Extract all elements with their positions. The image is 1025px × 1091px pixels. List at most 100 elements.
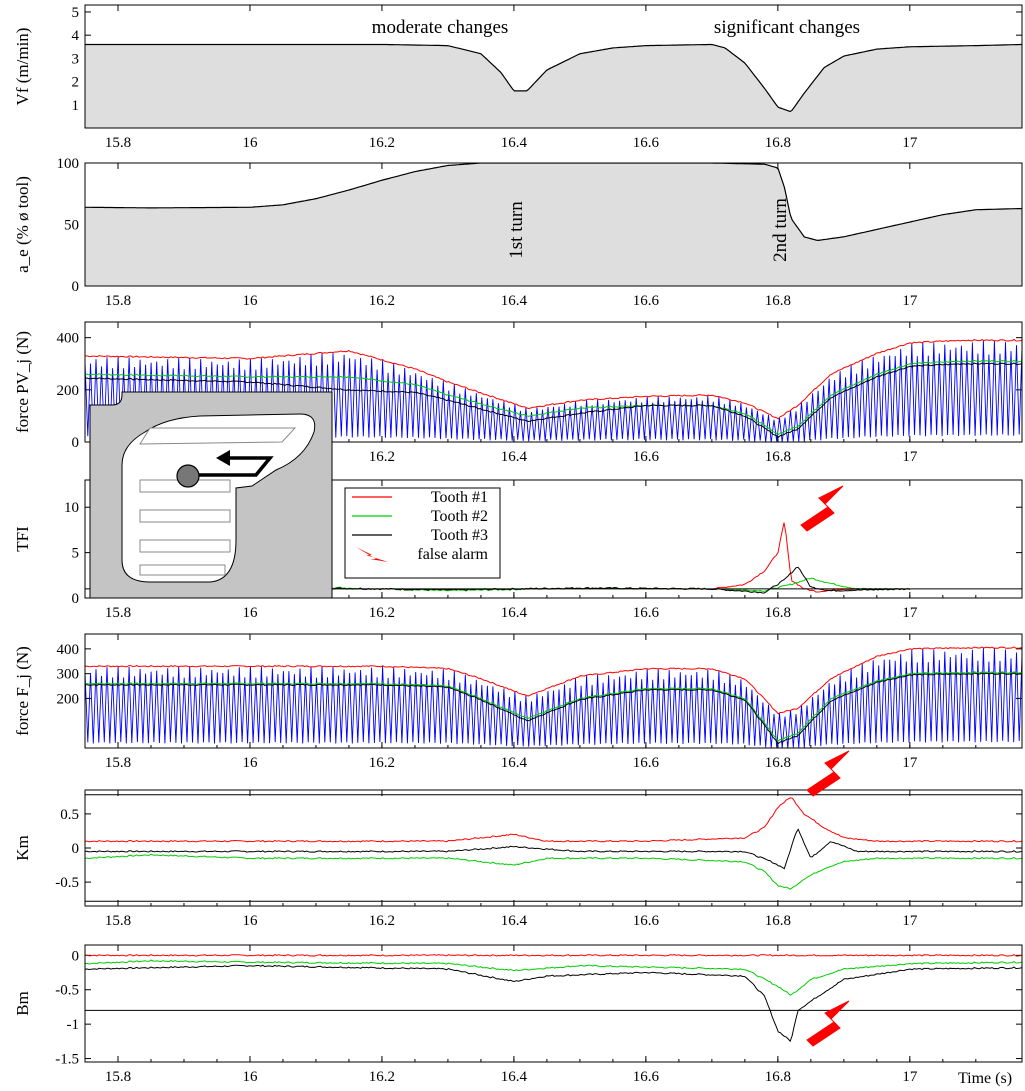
- x-tick-label: 16.4: [501, 755, 528, 771]
- plot-area: [85, 954, 1022, 1043]
- false-alarm-icon: [806, 750, 850, 797]
- x-tick-label: 16.6: [633, 755, 660, 771]
- x-tick-label: 15.8: [105, 755, 131, 771]
- x-tick-label: 15.8: [105, 135, 131, 151]
- x-tick-label: 16.8: [765, 1069, 791, 1085]
- y-tick-label: 5: [72, 5, 80, 21]
- x-tick-label: 17: [902, 135, 918, 151]
- x-tick-label: 16.4: [501, 449, 528, 465]
- x-tick-label: 17: [902, 913, 918, 929]
- plot-area: [85, 338, 1022, 442]
- y-tick-label: 1: [72, 98, 80, 114]
- x-tick-label: 16.2: [369, 605, 395, 621]
- y-tick-label: 3: [72, 51, 80, 67]
- plot-area: [85, 646, 1022, 748]
- y-axis-label: a_e (% ø tool): [13, 176, 32, 273]
- y-tick-label: -0.5: [55, 875, 79, 891]
- x-tick-label: 17: [902, 1069, 918, 1085]
- legend-item-label: Tooth #2: [431, 508, 488, 525]
- x-tick-label: 16.4: [501, 913, 528, 929]
- area-line: [85, 163, 1022, 242]
- x-tick-label: 15.8: [105, 913, 131, 929]
- x-tick-label: 16.4: [501, 135, 528, 151]
- y-tick-label: 0: [72, 279, 80, 295]
- y-tick-label: 50: [64, 218, 79, 234]
- x-tick-label: 16: [242, 1069, 258, 1085]
- inset-slot: [139, 539, 231, 553]
- series-tooth-1: [85, 797, 1022, 843]
- x-tick-label: 16.8: [765, 135, 791, 151]
- series-tooth-2: [85, 671, 1022, 742]
- y-tick-label: 0: [72, 591, 80, 607]
- plot-frame: [84, 789, 1023, 907]
- toolpath-arrow-line: [188, 456, 274, 477]
- series-tooth-3: [85, 964, 1022, 1043]
- toolpath-inset: [89, 391, 333, 599]
- x-tick-label: 16.6: [633, 1069, 660, 1085]
- y-tick-label: -1.5: [55, 1052, 79, 1068]
- annotation-significant-changes: significant changes: [714, 17, 860, 38]
- legend-box: [344, 487, 501, 579]
- y-axis-label: TFI: [13, 526, 32, 552]
- x-axis-label: Time (s): [958, 1070, 1012, 1087]
- series-tooth-3: [85, 828, 1022, 870]
- x-tick-label: 16.2: [369, 293, 395, 309]
- panel-4: 0 5 10 15.8 16 16.2 16.4 16.6 16.8 17 TFI: [13, 479, 1023, 621]
- x-tick-label: 15.8: [105, 293, 131, 309]
- x-tick-label: 16.2: [369, 1069, 395, 1085]
- x-tick-label: 15.8: [105, 605, 131, 621]
- x-tick-label: 15.8: [105, 1069, 131, 1085]
- x-tick-label: 17: [902, 449, 918, 465]
- annotation-turn-2: 2nd turn: [770, 198, 791, 262]
- inset-slot: [139, 427, 297, 445]
- inset-slot: [139, 564, 226, 576]
- panel-1: 1 2 3 4 5 15.8 16 16.2 16.4 16.6 16.8 17 Vf (m/min) m…: [13, 4, 1023, 151]
- panel-5: 200 300 400 15.8 16 16.2 16.4 16.6 16.8 17 force F…: [13, 633, 1023, 771]
- y-tick-label: 300: [57, 667, 80, 683]
- series-tooth-1: [85, 646, 1022, 715]
- x-tick-label: 16.2: [369, 449, 395, 465]
- y-tick-label: 100: [57, 156, 80, 172]
- x-tick-label: 16.8: [765, 605, 791, 621]
- y-tick-label: 0: [72, 435, 80, 451]
- y-axis-label: Km: [13, 835, 32, 861]
- x-tick-label: 16.4: [501, 1069, 528, 1085]
- plot-area: [85, 794, 1022, 902]
- x-tick-label: 16: [242, 293, 258, 309]
- x-tick-label: 17: [902, 293, 918, 309]
- y-tick-label: -0.5: [55, 983, 79, 999]
- x-tick-label: 16.8: [765, 293, 791, 309]
- x-tick-label: 16.4: [501, 605, 528, 621]
- legend: Tooth #1 Tooth #2 Tooth #3 false alarm: [344, 487, 501, 579]
- plot-frame: [84, 479, 1023, 599]
- annotation-moderate-changes: moderate changes: [372, 17, 509, 38]
- y-axis-label: Vf (m/min): [13, 28, 32, 106]
- x-tick-label: 16.8: [765, 449, 791, 465]
- x-tick-label: 16.6: [633, 135, 660, 151]
- y-tick-label: 5: [72, 546, 80, 562]
- x-tick-label: 16.8: [765, 755, 791, 771]
- tool-circle: [176, 464, 200, 488]
- x-tick-label: 16.2: [369, 135, 395, 151]
- plot-frame: [84, 633, 1023, 749]
- y-tick-label: 400: [57, 642, 80, 658]
- y-tick-label: 10: [64, 500, 79, 516]
- y-tick-label: 0: [72, 948, 80, 964]
- plot-area: [85, 43, 1022, 128]
- x-tick-label: 16.6: [633, 913, 660, 929]
- y-tick-label: 2: [72, 75, 80, 91]
- x-tick-label: 16.2: [369, 913, 395, 929]
- series-tooth-2: [85, 853, 1022, 890]
- y-tick-label: 4: [72, 28, 80, 44]
- plot-frame: [84, 4, 1023, 129]
- legend-item-label: false alarm: [417, 546, 488, 563]
- force-signal: [85, 647, 1022, 748]
- plot-area: [85, 163, 1022, 286]
- legend-item-label: Tooth #1: [431, 489, 488, 506]
- false-alarm-icon: [806, 1000, 850, 1047]
- area-fill: [85, 163, 1022, 286]
- y-tick-label: 200: [57, 691, 80, 707]
- toolpath-arrowhead: [216, 450, 230, 466]
- inset-slot: [139, 509, 231, 523]
